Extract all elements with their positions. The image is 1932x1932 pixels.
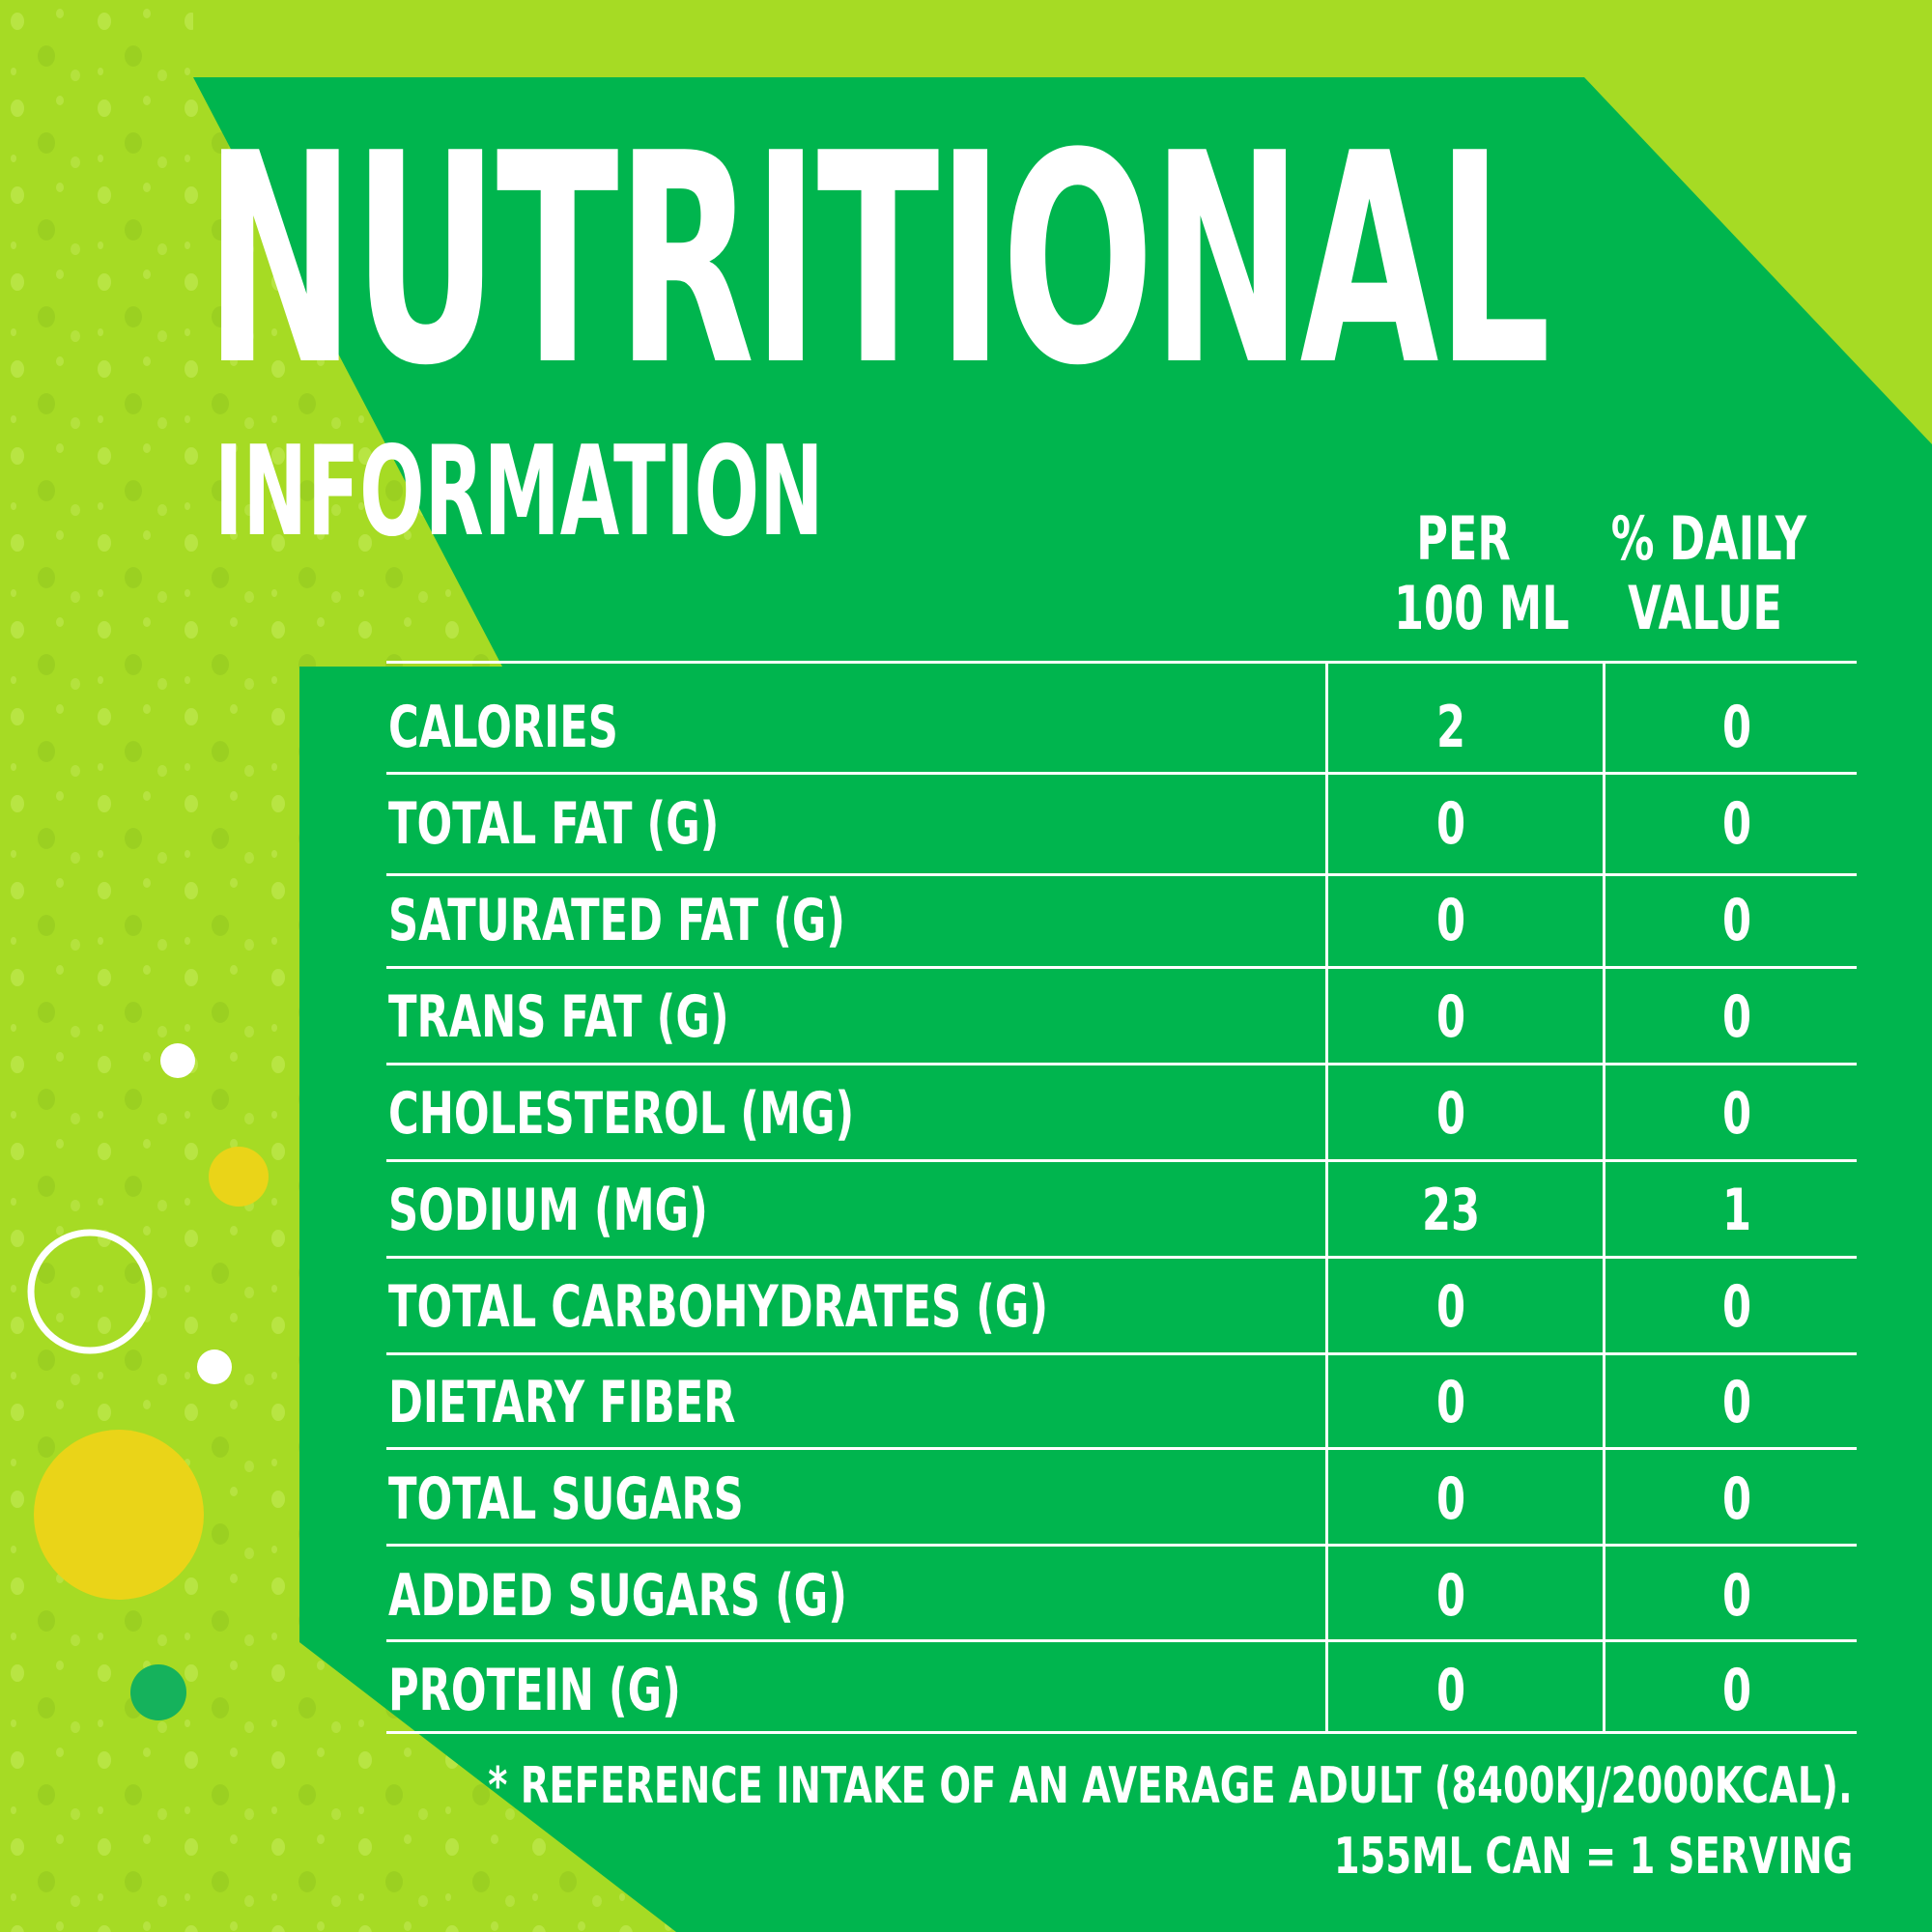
value-daily-percent: 0 (1721, 694, 1752, 761)
table-divider (386, 1063, 1857, 1065)
value-per-100ml: 0 (1435, 1273, 1466, 1341)
row-label-added-sugars: ADDED SUGARS (G) (388, 1562, 848, 1630)
column-header-daily-value: % DAILY VALUE (1610, 503, 1807, 643)
value-daily-percent: 0 (1721, 887, 1752, 954)
value-daily-percent: 0 (1721, 1273, 1752, 1341)
value-per-100ml: 0 (1435, 887, 1466, 954)
row-label-total-sugars: TOTAL SUGARS (388, 1465, 744, 1533)
table-divider (386, 873, 1857, 876)
row-label-protein: PROTEIN (G) (388, 1657, 681, 1724)
row-label-saturated-fat: SATURATED FAT (G) (388, 887, 846, 954)
white-ring (27, 1229, 153, 1354)
row-label-calories: CALORIES (388, 694, 618, 761)
value-daily-percent: 0 (1721, 1369, 1752, 1436)
row-label-total-fat: TOTAL FAT (G) (388, 790, 720, 858)
table-divider (386, 1639, 1857, 1642)
value-daily-percent: 0 (1721, 1465, 1752, 1533)
value-per-100ml: 0 (1435, 1562, 1466, 1630)
table-divider (386, 1544, 1857, 1547)
yellow-dot-small (209, 1147, 269, 1207)
value-per-100ml: 0 (1435, 1465, 1466, 1533)
value-per-100ml: 2 (1435, 694, 1466, 761)
table-divider (386, 966, 1857, 969)
page-subtitle: INFORMATION (214, 420, 824, 564)
footnote-serving-size: 155ML CAN = 1 SERVING (1333, 1828, 1853, 1886)
white-dot-small-2 (197, 1350, 232, 1384)
value-per-100ml: 0 (1435, 790, 1466, 858)
column-divider (1325, 663, 1328, 1733)
column-header-dv-line1: % DAILY (1610, 503, 1807, 574)
value-per-100ml: 23 (1421, 1177, 1481, 1244)
value-daily-percent: 0 (1721, 1657, 1752, 1724)
table-divider (386, 1731, 1857, 1734)
value-daily-percent: 1 (1721, 1177, 1752, 1244)
value-per-100ml: 0 (1435, 1080, 1466, 1148)
column-header-per-line1: PER (1416, 503, 1511, 574)
value-per-100ml: 0 (1435, 1369, 1466, 1436)
row-label-sodium: SODIUM (MG) (388, 1177, 708, 1244)
column-header-dv-line2: VALUE (1628, 573, 1782, 643)
table-divider (386, 1159, 1857, 1162)
row-label-dietary-fiber: DIETARY FIBER (388, 1369, 736, 1436)
value-daily-percent: 0 (1721, 983, 1752, 1051)
green-diagonal-band (193, 77, 1932, 1932)
table-divider (386, 1352, 1857, 1355)
value-per-100ml: 0 (1435, 983, 1466, 1051)
row-label-cholesterol: CHOLESTEROL (MG) (388, 1080, 855, 1148)
column-header-per-line2: 100 ML (1394, 573, 1570, 643)
yellow-dot-large (34, 1430, 204, 1600)
white-dot-small (160, 1043, 195, 1078)
footnote-reference-intake: * REFERENCE INTAKE OF AN AVERAGE ADULT (… (488, 1757, 1853, 1815)
value-daily-percent: 0 (1721, 1562, 1752, 1630)
row-label-total-carbohydrates: TOTAL CARBOHYDRATES (G) (388, 1273, 1049, 1341)
column-divider (1603, 663, 1605, 1733)
value-daily-percent: 0 (1721, 790, 1752, 858)
table-divider (386, 1447, 1857, 1450)
row-label-trans-fat: TRANS FAT (G) (388, 983, 729, 1051)
column-header-per-100ml: PER 100 ML (1394, 503, 1570, 643)
value-daily-percent: 0 (1721, 1080, 1752, 1148)
table-divider (386, 1256, 1857, 1259)
dark-green-dot (130, 1664, 186, 1720)
page-title: NUTRITIONAL (205, 92, 1551, 429)
value-per-100ml: 0 (1435, 1657, 1466, 1724)
table-divider (386, 772, 1857, 775)
table-divider (386, 661, 1857, 664)
